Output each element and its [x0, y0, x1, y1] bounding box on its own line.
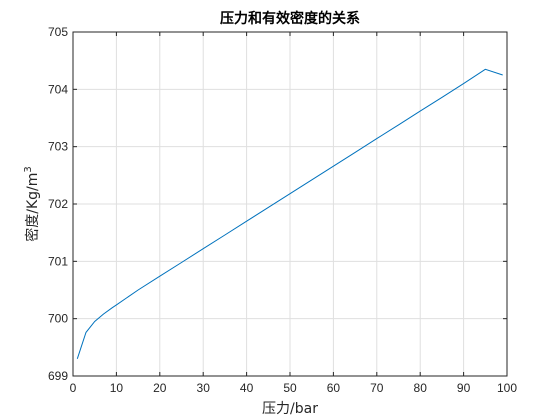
y-tick-label: 701 — [48, 254, 68, 268]
y-axis-label-text: 密度/Kg/m — [24, 173, 41, 242]
x-tick-label: 80 — [414, 381, 428, 395]
y-tick-labels: 699 700 701 702 703 704 705 — [48, 25, 68, 383]
x-tick-label: 10 — [110, 381, 124, 395]
x-tick-label: 100 — [497, 381, 517, 395]
y-tick-label: 700 — [48, 312, 68, 326]
y-tick-label: 699 — [48, 369, 68, 383]
series-line — [76, 68, 503, 359]
y-axis-label-superscript: 3 — [23, 166, 34, 172]
x-tick-label: 40 — [240, 381, 254, 395]
x-tick-label: 30 — [197, 381, 211, 395]
chart-title: 压力和有效密度的关系 — [220, 10, 360, 27]
x-tick-label: 60 — [327, 381, 341, 395]
x-axis-label: 压力/bar — [262, 401, 318, 417]
y-tick-label: 705 — [48, 25, 68, 39]
series-layer — [76, 68, 503, 359]
x-tick-label: 90 — [457, 381, 471, 395]
tick-marks — [72, 31, 508, 377]
x-tick-labels: 0 10 20 30 40 50 60 70 80 90 100 — [70, 381, 518, 395]
x-tick-label: 70 — [370, 381, 384, 395]
x-tick-label: 50 — [283, 381, 297, 395]
y-axis-label: 密度/Kg/m3 — [23, 166, 41, 242]
y-tick-label: 702 — [48, 197, 68, 211]
x-tick-label: 0 — [70, 381, 77, 395]
x-tick-label: 20 — [153, 381, 167, 395]
y-tick-label: 704 — [48, 82, 68, 96]
y-tick-label: 703 — [48, 140, 68, 154]
